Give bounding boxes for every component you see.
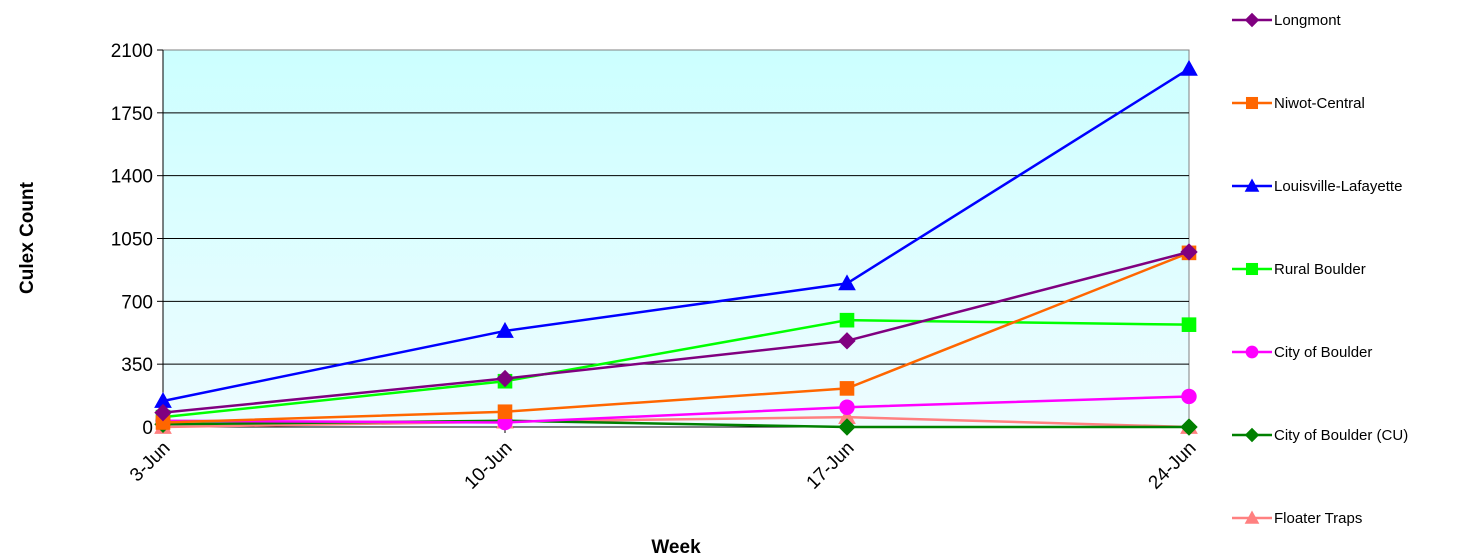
y-tick-label: 0: [142, 418, 153, 439]
legend-item: City of Boulder: [1232, 344, 1372, 361]
series: [154, 59, 1198, 436]
legend-marker: [1245, 345, 1259, 359]
legend-marker: [1244, 178, 1260, 192]
legend-item: Longmont: [1232, 12, 1342, 29]
data-point: [496, 369, 514, 388]
x-tick-label: 24-Jun: [1145, 438, 1201, 494]
legend-item: Floater Traps: [1232, 510, 1362, 527]
data-point: [497, 404, 513, 420]
series-line: [162, 67, 1190, 403]
data-point: [839, 381, 855, 396]
gridlines: [163, 112, 1189, 365]
legend-marker: [1244, 12, 1260, 28]
series-line: [162, 318, 1190, 419]
legend-marker: [1244, 427, 1260, 443]
x-tick-label: 10-Jun: [461, 438, 517, 494]
data-point: [839, 399, 855, 415]
legend-marker: [1245, 262, 1259, 276]
y-tick-label: 1050: [111, 230, 153, 251]
data-point: [1181, 388, 1197, 405]
legend-label: Rural Boulder: [1274, 261, 1366, 278]
series-line: [162, 395, 1190, 424]
legend-item: City of Boulder (CU): [1232, 427, 1408, 444]
data-point: [1180, 243, 1198, 261]
data-point: [496, 321, 514, 338]
y-tick-label: 700: [121, 292, 153, 313]
legend-item: Niwot-Central: [1232, 95, 1365, 112]
legend-marker: [1245, 96, 1259, 110]
legend-item: Rural Boulder: [1232, 261, 1366, 278]
y-tick-label: 1750: [111, 104, 153, 125]
legend-label: Floater Traps: [1274, 510, 1362, 527]
data-point: [838, 418, 856, 436]
x-tick-label: 3-Jun: [126, 438, 174, 486]
legend-item: Louisville-Lafayette: [1232, 178, 1402, 195]
data-point: [839, 312, 855, 328]
legend: Longmont Niwot-Central Louisville-Lafayett…: [1232, 12, 1408, 527]
series-line: [162, 415, 1190, 429]
x-axis-title: Week: [651, 537, 701, 558]
legend-label: Louisville-Lafayette: [1274, 178, 1402, 195]
series-louisville-lafayette: [154, 59, 1198, 408]
y-tick-label: 2100: [111, 41, 153, 62]
series-line: [162, 250, 1190, 414]
series-line: [162, 251, 1190, 424]
y-tick-label: 350: [121, 355, 153, 376]
data-point: [1181, 317, 1197, 332]
legend-label: City of Boulder (CU): [1274, 427, 1408, 444]
legend-marker: [1244, 510, 1260, 524]
series-longmont: [154, 243, 1198, 422]
data-point: [838, 274, 856, 291]
data-point: [154, 403, 172, 422]
legend-label: Longmont: [1274, 12, 1342, 29]
legend-label: City of Boulder: [1274, 344, 1372, 361]
data-point: [1180, 59, 1198, 76]
y-axis-title: Culex Count: [17, 181, 38, 294]
data-point: [1180, 418, 1198, 436]
legend-label: Niwot-Central: [1274, 95, 1365, 112]
data-point: [838, 332, 856, 350]
y-tick-label: 1400: [111, 167, 153, 188]
x-tick-label: 17-Jun: [803, 438, 859, 494]
